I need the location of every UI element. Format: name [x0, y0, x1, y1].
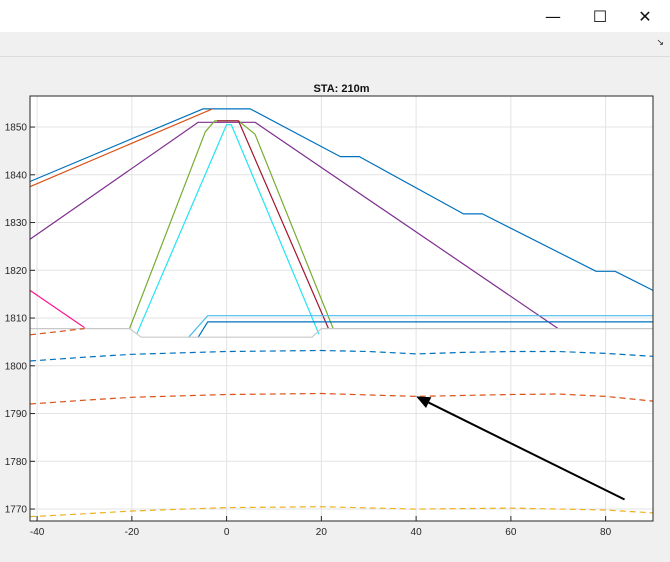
series-line-aqua-core: [136, 124, 320, 335]
y-ticks: 1770 1780 1790 1800 1810 1820 1830 1840 1850: [5, 123, 35, 516]
annotation-arrow-shaft: [428, 401, 626, 501]
x-tick-label: 20: [316, 527, 328, 538]
y-tick-label: 1780: [5, 457, 28, 468]
y-tick-label: 1830: [5, 218, 28, 229]
figure-toolbar: ↘: [0, 32, 670, 57]
series-line-dash-orange-top: [29, 328, 85, 336]
undock-icon[interactable]: ↘: [656, 38, 664, 48]
y-tick-label: 1800: [5, 361, 28, 372]
series-line-magenta-left: [29, 289, 85, 329]
y-tick-label: 1820: [5, 266, 28, 277]
series-line-red-zone: [217, 120, 330, 329]
x-tick-label: 0: [224, 527, 230, 538]
x-tick-label: -40: [30, 527, 45, 538]
series-line-dash-yellow: [29, 506, 654, 518]
series-line-left-orange: [29, 108, 213, 188]
y-tick-label: 1840: [5, 170, 28, 181]
series-line-top-surface: [29, 108, 654, 291]
y-tick-label: 1790: [5, 409, 28, 420]
annotation-arrow-head: [416, 396, 432, 408]
series-line-dash-blue: [29, 349, 654, 362]
y-tick-label: 1770: [5, 505, 28, 516]
plot-background: [30, 96, 653, 521]
maximize-button[interactable]: ☐: [592, 6, 608, 26]
close-button[interactable]: ✕: [638, 6, 652, 26]
y-tick-label: 1850: [5, 123, 28, 134]
window-titlebar: — ☐ ✕: [0, 0, 670, 32]
grid-lines: [30, 96, 653, 521]
plot-frame: [29, 95, 654, 522]
chart-title: STA: 210m: [313, 83, 369, 95]
annotation-group: [416, 396, 626, 501]
series-line-cyan-upper: [188, 315, 653, 338]
series-line-purple-core: [29, 121, 559, 330]
x-tick-label: 80: [600, 527, 612, 538]
series-line-ground-gray: [30, 328, 653, 338]
series-group: [29, 108, 654, 518]
x-tick-label: 60: [505, 527, 517, 538]
series-line-dash-orange: [29, 392, 654, 405]
series-line-blue-lower: [197, 321, 653, 338]
x-tick-label: -20: [125, 527, 140, 538]
y-tick-label: 1810: [5, 314, 28, 325]
minimize-button[interactable]: —: [545, 6, 561, 26]
x-tick-label: 40: [411, 527, 423, 538]
x-ticks: -40 -20 0 20 40 60 80: [30, 516, 612, 538]
